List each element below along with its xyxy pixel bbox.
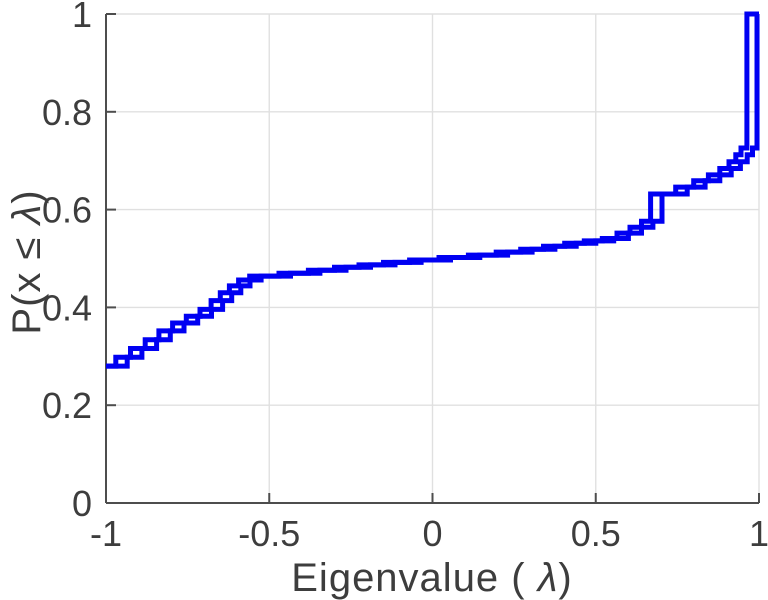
- y-axis-label-prefix: P(x ≤: [5, 224, 49, 334]
- y-tick-label: 0.6: [42, 190, 92, 231]
- x-tick-label: 1: [749, 513, 768, 554]
- lambda-symbol: λ: [536, 556, 559, 600]
- y-tick-label: 1: [72, 0, 92, 35]
- x-axis-label: Eigenvalue ( λ): [291, 556, 573, 600]
- axis-layer: -1 -0.5 0 0.5 1 0 0.2 0.4 0.6 0.8 1: [42, 0, 768, 554]
- y-tick-label: 0.8: [42, 92, 92, 133]
- label-layer: Eigenvalue ( λ) P(x ≤ λ): [5, 189, 573, 600]
- y-axis-label: P(x ≤ λ): [5, 189, 49, 334]
- x-tick-label: -0.5: [238, 513, 300, 554]
- y-axis-label-suffix: ): [5, 189, 49, 203]
- x-axis-label-prefix: Eigenvalue (: [291, 556, 537, 600]
- x-axis-label-suffix: ): [558, 556, 572, 600]
- y-tick-label: 0: [72, 483, 92, 524]
- lambda-symbol: λ: [5, 204, 49, 227]
- y-tick-label: 0.4: [42, 287, 92, 328]
- x-tick-label: -1: [90, 513, 122, 554]
- x-tick-label: 0: [422, 513, 442, 554]
- ecdf-curve-2: [106, 11, 760, 369]
- y-tick-label: 0.2: [42, 385, 92, 426]
- curve-layer: [106, 11, 760, 369]
- x-tick-label: 0.5: [571, 513, 621, 554]
